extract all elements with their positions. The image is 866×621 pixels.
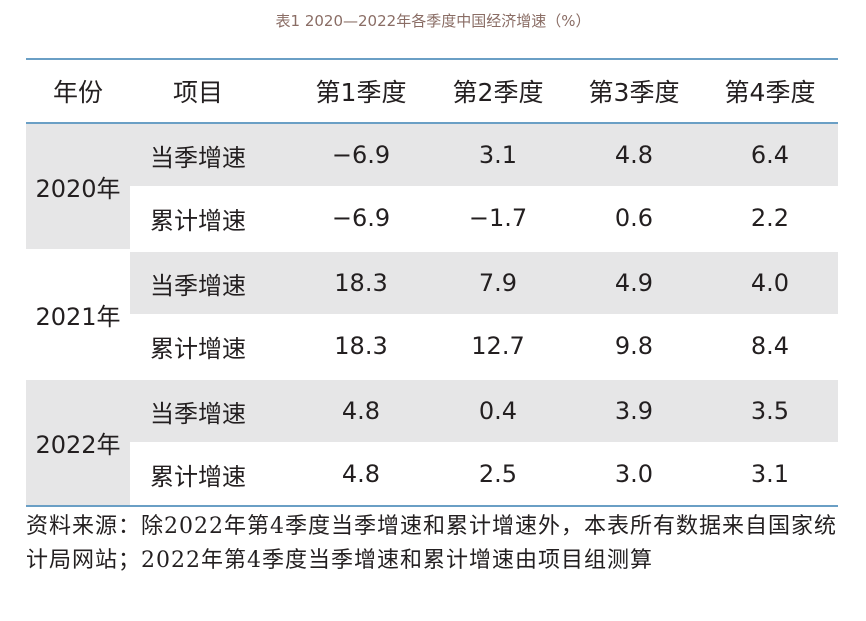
row-item: 当季增速	[150, 143, 246, 172]
value-q2: 0.4	[478, 397, 518, 425]
table-row: 累计增速 18.3 12.7 9.8 8.4	[130, 315, 838, 377]
row-item: 累计增速	[150, 462, 246, 491]
value-q3: 4.8	[614, 141, 654, 169]
value-q4: 6.4	[750, 141, 790, 169]
growth-table: 年份 项目 第1季度 第2季度 第3季度 第4季度 2020年 当季增速 −6.…	[26, 58, 838, 507]
header-q3: 第3季度	[588, 78, 680, 107]
value-q2: 12.7	[471, 332, 525, 360]
value-q4: 4.0	[750, 269, 790, 297]
table-header: 年份 项目 第1季度 第2季度 第3季度 第4季度	[26, 60, 838, 124]
value-q1: 4.8	[341, 460, 381, 488]
year-cell-2022: 2022年	[26, 380, 130, 505]
header-year: 年份	[52, 78, 103, 107]
value-q4: 8.4	[750, 332, 790, 360]
value-q1: 4.8	[341, 397, 381, 425]
value-q1: 18.3	[334, 332, 388, 360]
value-q2: −1.7	[468, 204, 528, 232]
value-q4: 3.5	[750, 397, 790, 425]
value-q1: 18.3	[334, 269, 388, 297]
header-q2: 第2季度	[452, 78, 544, 107]
value-q3: 0.6	[614, 204, 654, 232]
table-row: 累计增速 4.8 2.5 3.0 3.1	[130, 443, 838, 505]
row-item: 当季增速	[150, 399, 246, 428]
value-q2: 3.1	[478, 141, 518, 169]
header-q4: 第4季度	[724, 78, 816, 107]
value-q2: 2.5	[478, 460, 518, 488]
table-row: 当季增速 −6.9 3.1 4.8 6.4	[130, 124, 838, 186]
value-q1: −6.9	[331, 141, 391, 169]
year-cell-2020: 2020年	[26, 124, 130, 249]
table-caption: 表1 2020—2022年各季度中国经济增速（%）	[275, 12, 591, 30]
year-cell-2021: 2021年	[26, 252, 130, 377]
value-q2: 7.9	[478, 269, 518, 297]
value-q3: 3.0	[614, 460, 654, 488]
row-item: 累计增速	[150, 206, 246, 235]
value-q3: 4.9	[614, 269, 654, 297]
value-q3: 3.9	[614, 397, 654, 425]
table-body: 2020年 当季增速 −6.9 3.1 4.8 6.4 累计增速 −6.9 −1…	[26, 124, 838, 505]
table-row: 累计增速 −6.9 −1.7 0.6 2.2	[130, 187, 838, 249]
source-note: 资料来源：除2022年第4季度当季增速和累计增速外，本表所有数据来自国家统计局网…	[26, 514, 837, 573]
header-q1: 第1季度	[315, 78, 407, 107]
value-q3: 9.8	[614, 332, 654, 360]
row-item: 累计增速	[150, 334, 246, 363]
table-row: 当季增速 18.3 7.9 4.9 4.0	[130, 252, 838, 314]
table-row: 当季增速 4.8 0.4 3.9 3.5	[130, 380, 838, 442]
value-q1: −6.9	[331, 204, 391, 232]
value-q4: 3.1	[750, 460, 790, 488]
row-item: 当季增速	[150, 271, 246, 300]
value-q4: 2.2	[750, 204, 790, 232]
header-item: 项目	[172, 78, 223, 107]
